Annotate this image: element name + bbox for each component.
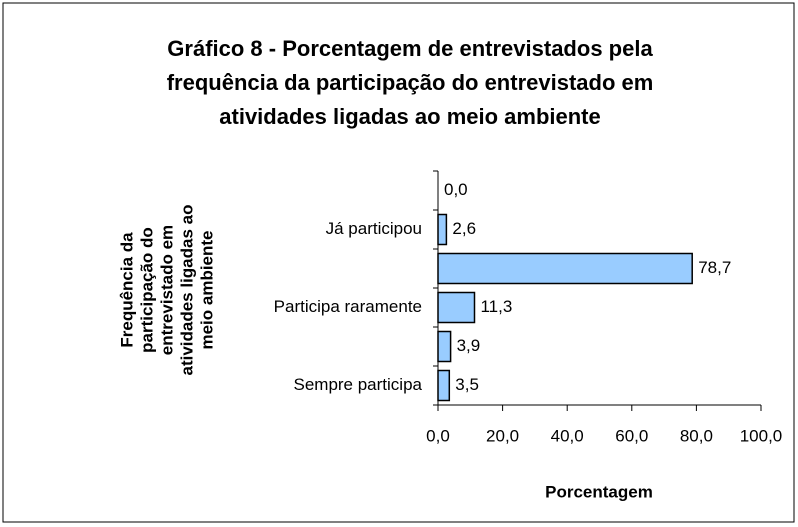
value-label: 0,0	[444, 180, 468, 199]
y-axis-title: atividades ligadas ao	[177, 204, 196, 375]
y-tick-label: Já participou	[326, 219, 422, 238]
value-label: 11,3	[480, 297, 512, 316]
y-axis-title: Frequência da	[117, 232, 136, 348]
x-tick-label: 0,0	[426, 426, 450, 445]
y-axis-title: meio ambiente	[197, 230, 216, 349]
bar	[437, 330, 452, 363]
chart-title: frequência da participação do entrevista…	[167, 70, 654, 95]
y-tick-label: Participa raramente	[274, 297, 422, 316]
bar	[437, 213, 448, 246]
y-axis-title: entrevistado em	[157, 225, 176, 355]
x-tick-label: 20,0	[486, 426, 519, 445]
x-tick-label: 60,0	[615, 426, 648, 445]
x-tick-label: 40,0	[551, 426, 584, 445]
x-tick-label: 80,0	[680, 426, 713, 445]
x-axis-title: Porcentagem	[545, 482, 653, 501]
value-label: 78,7	[698, 258, 731, 277]
value-label: 2,6	[452, 219, 476, 238]
value-label: 3,5	[455, 375, 479, 394]
y-tick-label: Sempre participa	[293, 375, 422, 394]
bar	[437, 291, 476, 324]
x-tick-label: 100,0	[740, 426, 783, 445]
y-axis-title: participação do	[137, 227, 156, 353]
bar	[437, 252, 693, 285]
chart-title: atividades ligadas ao meio ambiente	[219, 104, 600, 129]
bar	[437, 369, 451, 402]
value-label: 3,9	[457, 336, 481, 355]
chart-title: Gráfico 8 - Porcentagem de entrevistados…	[167, 36, 653, 61]
